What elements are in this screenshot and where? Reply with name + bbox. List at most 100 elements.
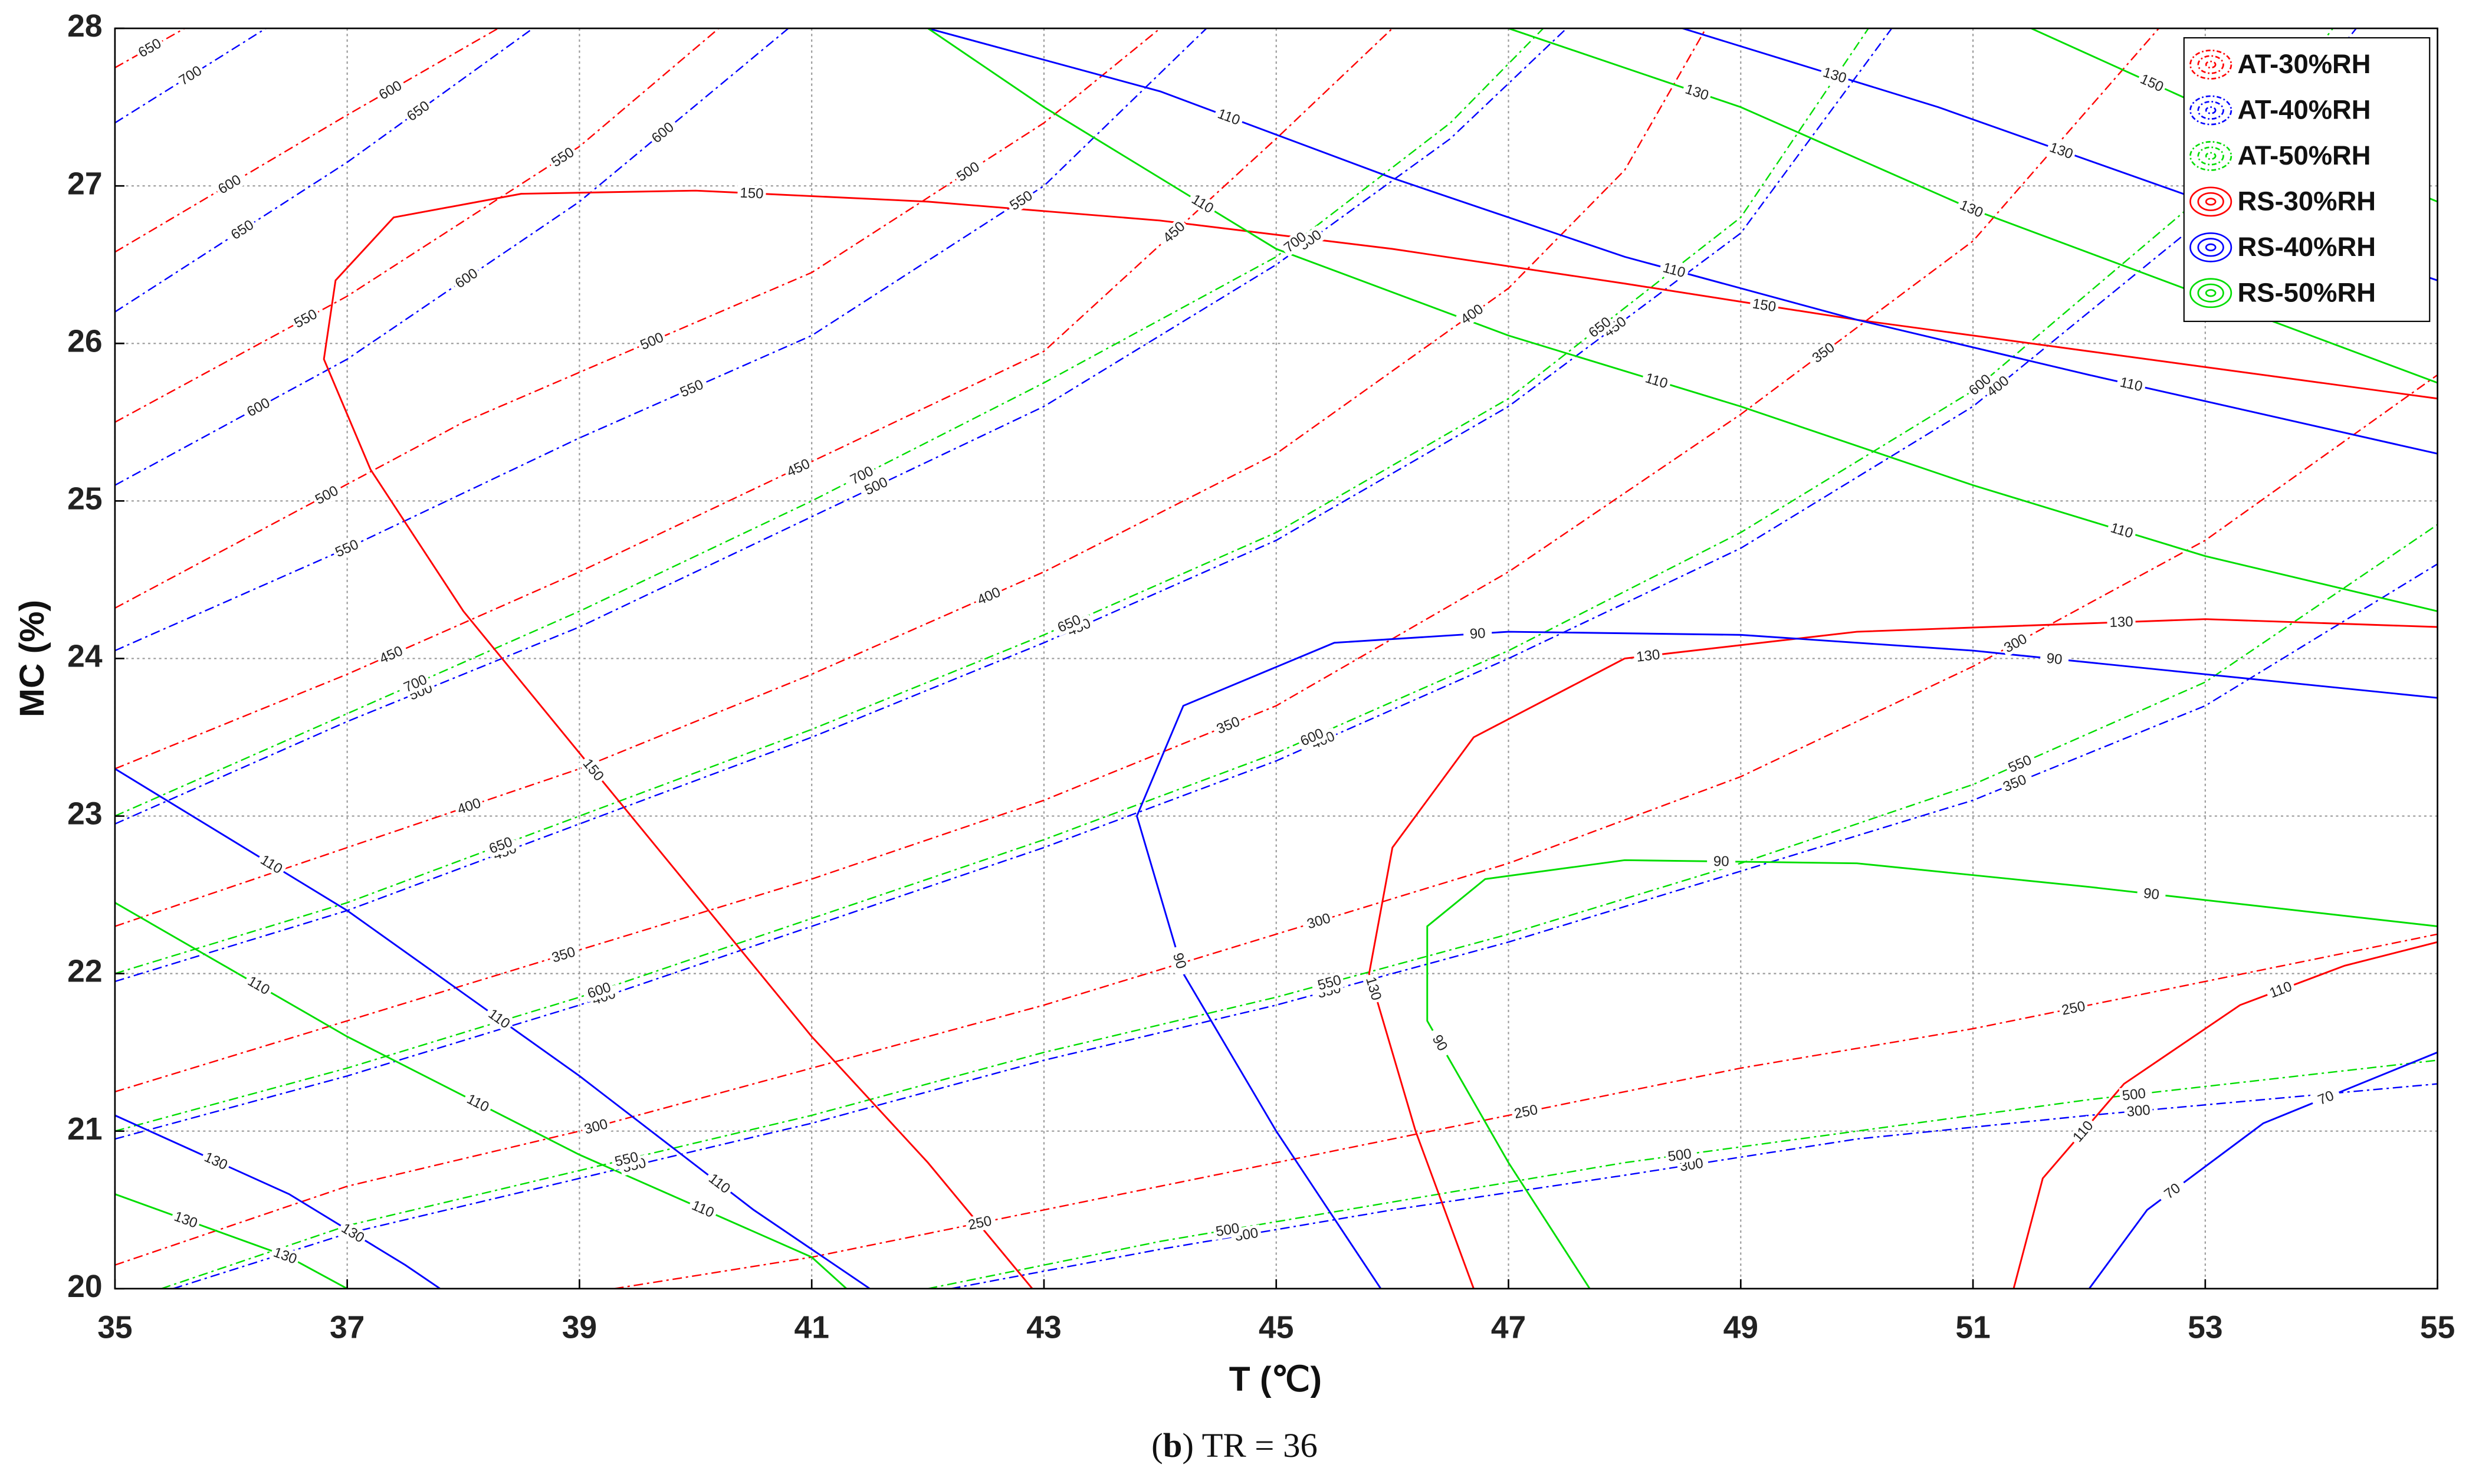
legend-icon [2189,278,2232,308]
caption-letter: b [1163,1427,1183,1465]
contour-line [2012,941,2438,1289]
legend-box [2183,37,2431,322]
x-tick-label: 51 [1955,1310,1990,1345]
contour-label: 250 [1510,1101,1542,1122]
contour-label-bg [2107,613,2136,631]
contour-label: 90 [1463,625,1493,643]
contour-label: 600 [1964,369,1996,400]
contour-label-bg [951,157,984,186]
contour-label: 300 [2123,1102,2153,1121]
contour-line [1368,618,2438,1289]
y-tick-label: 20 [67,1269,102,1304]
legend-icon [2197,238,2224,257]
contour-line [614,933,2438,1289]
legend-icon [2205,243,2217,252]
contour-label-bg [2310,1085,2342,1111]
contour-label-bg [1295,724,1328,750]
contour-label: 130 [1633,646,1663,665]
contour-label-bg [269,1243,301,1268]
contour-label-bg [973,583,1005,609]
x-tick-label: 39 [562,1310,597,1345]
contour-label-bg [213,170,246,199]
contour-label-bg [226,215,259,244]
contour-label-bg [1584,312,1616,343]
contour-line [114,28,1893,983]
contour-label-bg [1955,196,1988,222]
contour-label-bg [461,1089,494,1117]
legend-label: RS-40%RH [2238,232,2376,262]
contour-label-bg [1158,216,1190,248]
x-tick-label: 47 [1491,1310,1526,1345]
axes: 35 37 39 41 43 45 47 49 51 53 55 20 21 22 23 24 25 26 27 28 [67,9,2455,1345]
y-tick-label: 25 [67,481,102,516]
contour-label-bg [453,794,485,819]
contour-line [173,563,2438,1289]
contour-label-bg [330,535,363,562]
y-tick-label: 22 [67,954,102,989]
legend: AT-30%RH AT-40%RH AT-50%RH RS-30%RH RS-40%RH… [2183,37,2431,322]
caption-text: ) TR = 36 [1182,1427,1317,1465]
legend-label: AT-50%RH [2238,140,2371,170]
legend-icon [2205,198,2217,206]
x-tick-label: 43 [1026,1310,1061,1345]
contour-line [114,28,499,253]
contour-label-bg [1640,369,1673,393]
contour-label-text: 300 [2126,1102,2150,1120]
contour-line [114,28,534,313]
contour-label-bg [1658,258,1690,282]
y-tick-label: 26 [67,324,102,359]
contour-label-bg [1302,909,1335,933]
legend-icon [2197,100,2224,120]
contour-label-bg [580,1115,612,1138]
contour-label: 500 [1212,1220,1243,1240]
contour-label-bg [610,1148,642,1171]
contour-line [114,28,1393,770]
contour-label-bg [737,185,767,202]
contour-label-bg [484,833,517,858]
contour-label-bg [1279,227,1311,258]
contour-label-text: 500 [1214,1220,1240,1240]
contour-line [927,28,2438,455]
contour-label: 130 [1955,196,1988,222]
contour-label: 90 [2039,649,2070,668]
contour-line [951,1083,2438,1289]
contour-line [1426,859,2438,1289]
contour-label: 650 [1053,610,1086,637]
contour-label-bg [2058,997,2089,1019]
legend-icon [2205,152,2217,160]
contour-label-bg [174,61,207,90]
contour-label-bg [2119,1085,2149,1104]
contour-label-text: 500 [1667,1146,1692,1165]
contour-label-bg [255,850,288,879]
contour-line [2088,1051,2438,1289]
contour-label-bg [242,393,275,421]
contour-label-bg [1964,369,1996,400]
contour-line [927,1059,2438,1289]
contour-line [114,28,1544,817]
legend-icon [2189,141,2232,171]
contour-label-text: 500 [2122,1085,2147,1104]
contour-label: 150 [1749,295,1779,316]
contour-label: 300 [580,1115,612,1138]
contour-label-bg [375,642,408,668]
contour-label: 130 [336,1219,369,1247]
contour-line [114,28,1567,825]
contour-label-bg [1004,186,1037,215]
contour-label-bg [1999,629,2032,658]
contour-label-bg [289,305,322,333]
contour-label-bg [1706,853,1736,870]
contour-label-bg [242,971,275,1000]
contour-label-bg [2115,373,2147,396]
contour-line [114,28,1869,974]
contour-label-bg [583,978,615,1003]
legend-label: AT-30%RH [2238,49,2371,79]
contour-label-bg [169,1207,202,1232]
contour-label-bg [2136,884,2166,904]
contour-line [114,28,1161,609]
x-tick-label: 49 [1723,1310,1758,1345]
contour-label: 600 [583,978,615,1003]
legend-label: RS-30%RH [2238,186,2376,216]
contour-label-text: 150 [740,185,764,202]
contour-label-text: 90 [1713,853,1729,869]
